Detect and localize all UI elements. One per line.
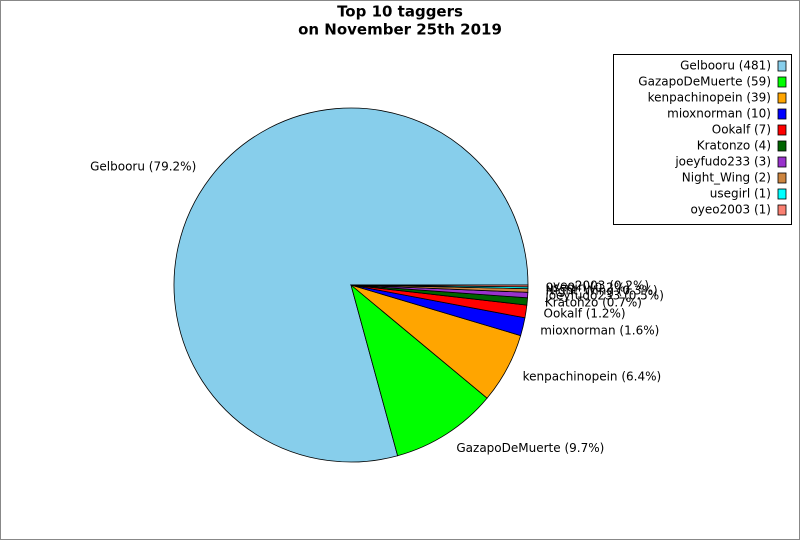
legend-label: Night_Wing (2) <box>682 171 771 185</box>
slice-label: Ookalf (1.2%) <box>544 307 626 321</box>
legend-label: usegirl (1) <box>710 187 771 201</box>
slice-label: GazapoDeMuerte (9.7%) <box>456 441 604 455</box>
slice-label: kenpachinopein (6.4%) <box>523 369 662 383</box>
legend-label: oyeo2003 (1) <box>690 203 771 217</box>
legend-swatch <box>777 188 787 200</box>
legend-label: mioxnorman (10) <box>667 107 771 121</box>
slice-label: usegirl (0.2%) <box>546 281 630 295</box>
legend-label: Gelbooru (481) <box>680 59 771 73</box>
legend-swatch <box>777 108 787 120</box>
legend-swatch <box>777 76 787 88</box>
slice-label: Kratonzo (0.7%) <box>545 296 642 310</box>
legend-swatch <box>777 204 787 216</box>
slice-label: Gelbooru (79.2%) <box>90 159 196 173</box>
legend-swatch <box>777 60 787 72</box>
pie-slice <box>350 283 488 457</box>
legend-label: Ookalf (7) <box>712 123 771 137</box>
legend-label: joeyfudo233 (3) <box>674 155 771 169</box>
legend-swatch <box>777 92 787 104</box>
legend-label: kenpachinopein (39) <box>648 91 771 105</box>
legend-box <box>613 54 792 225</box>
legend-swatch <box>777 172 787 184</box>
legend-label: Kratonzo (4) <box>697 139 771 153</box>
chart-subtitle: on November 25th 2019 <box>298 21 502 39</box>
legend-swatch <box>777 156 787 168</box>
pie-slice <box>350 284 529 288</box>
slice-label: Night_Wing (0.3%) <box>546 284 658 298</box>
legend-swatch <box>777 140 787 152</box>
legend-label: GazapoDeMuerte (59) <box>638 75 771 89</box>
chart-title: Top 10 taggers <box>337 3 463 21</box>
slice-label: oyeo2003 (0.2%) <box>546 279 649 293</box>
legend-swatch <box>777 124 787 136</box>
slice-label: joeyfudo233 (0.5%) <box>544 289 664 303</box>
slice-label: mioxnorman (1.6%) <box>540 323 659 337</box>
